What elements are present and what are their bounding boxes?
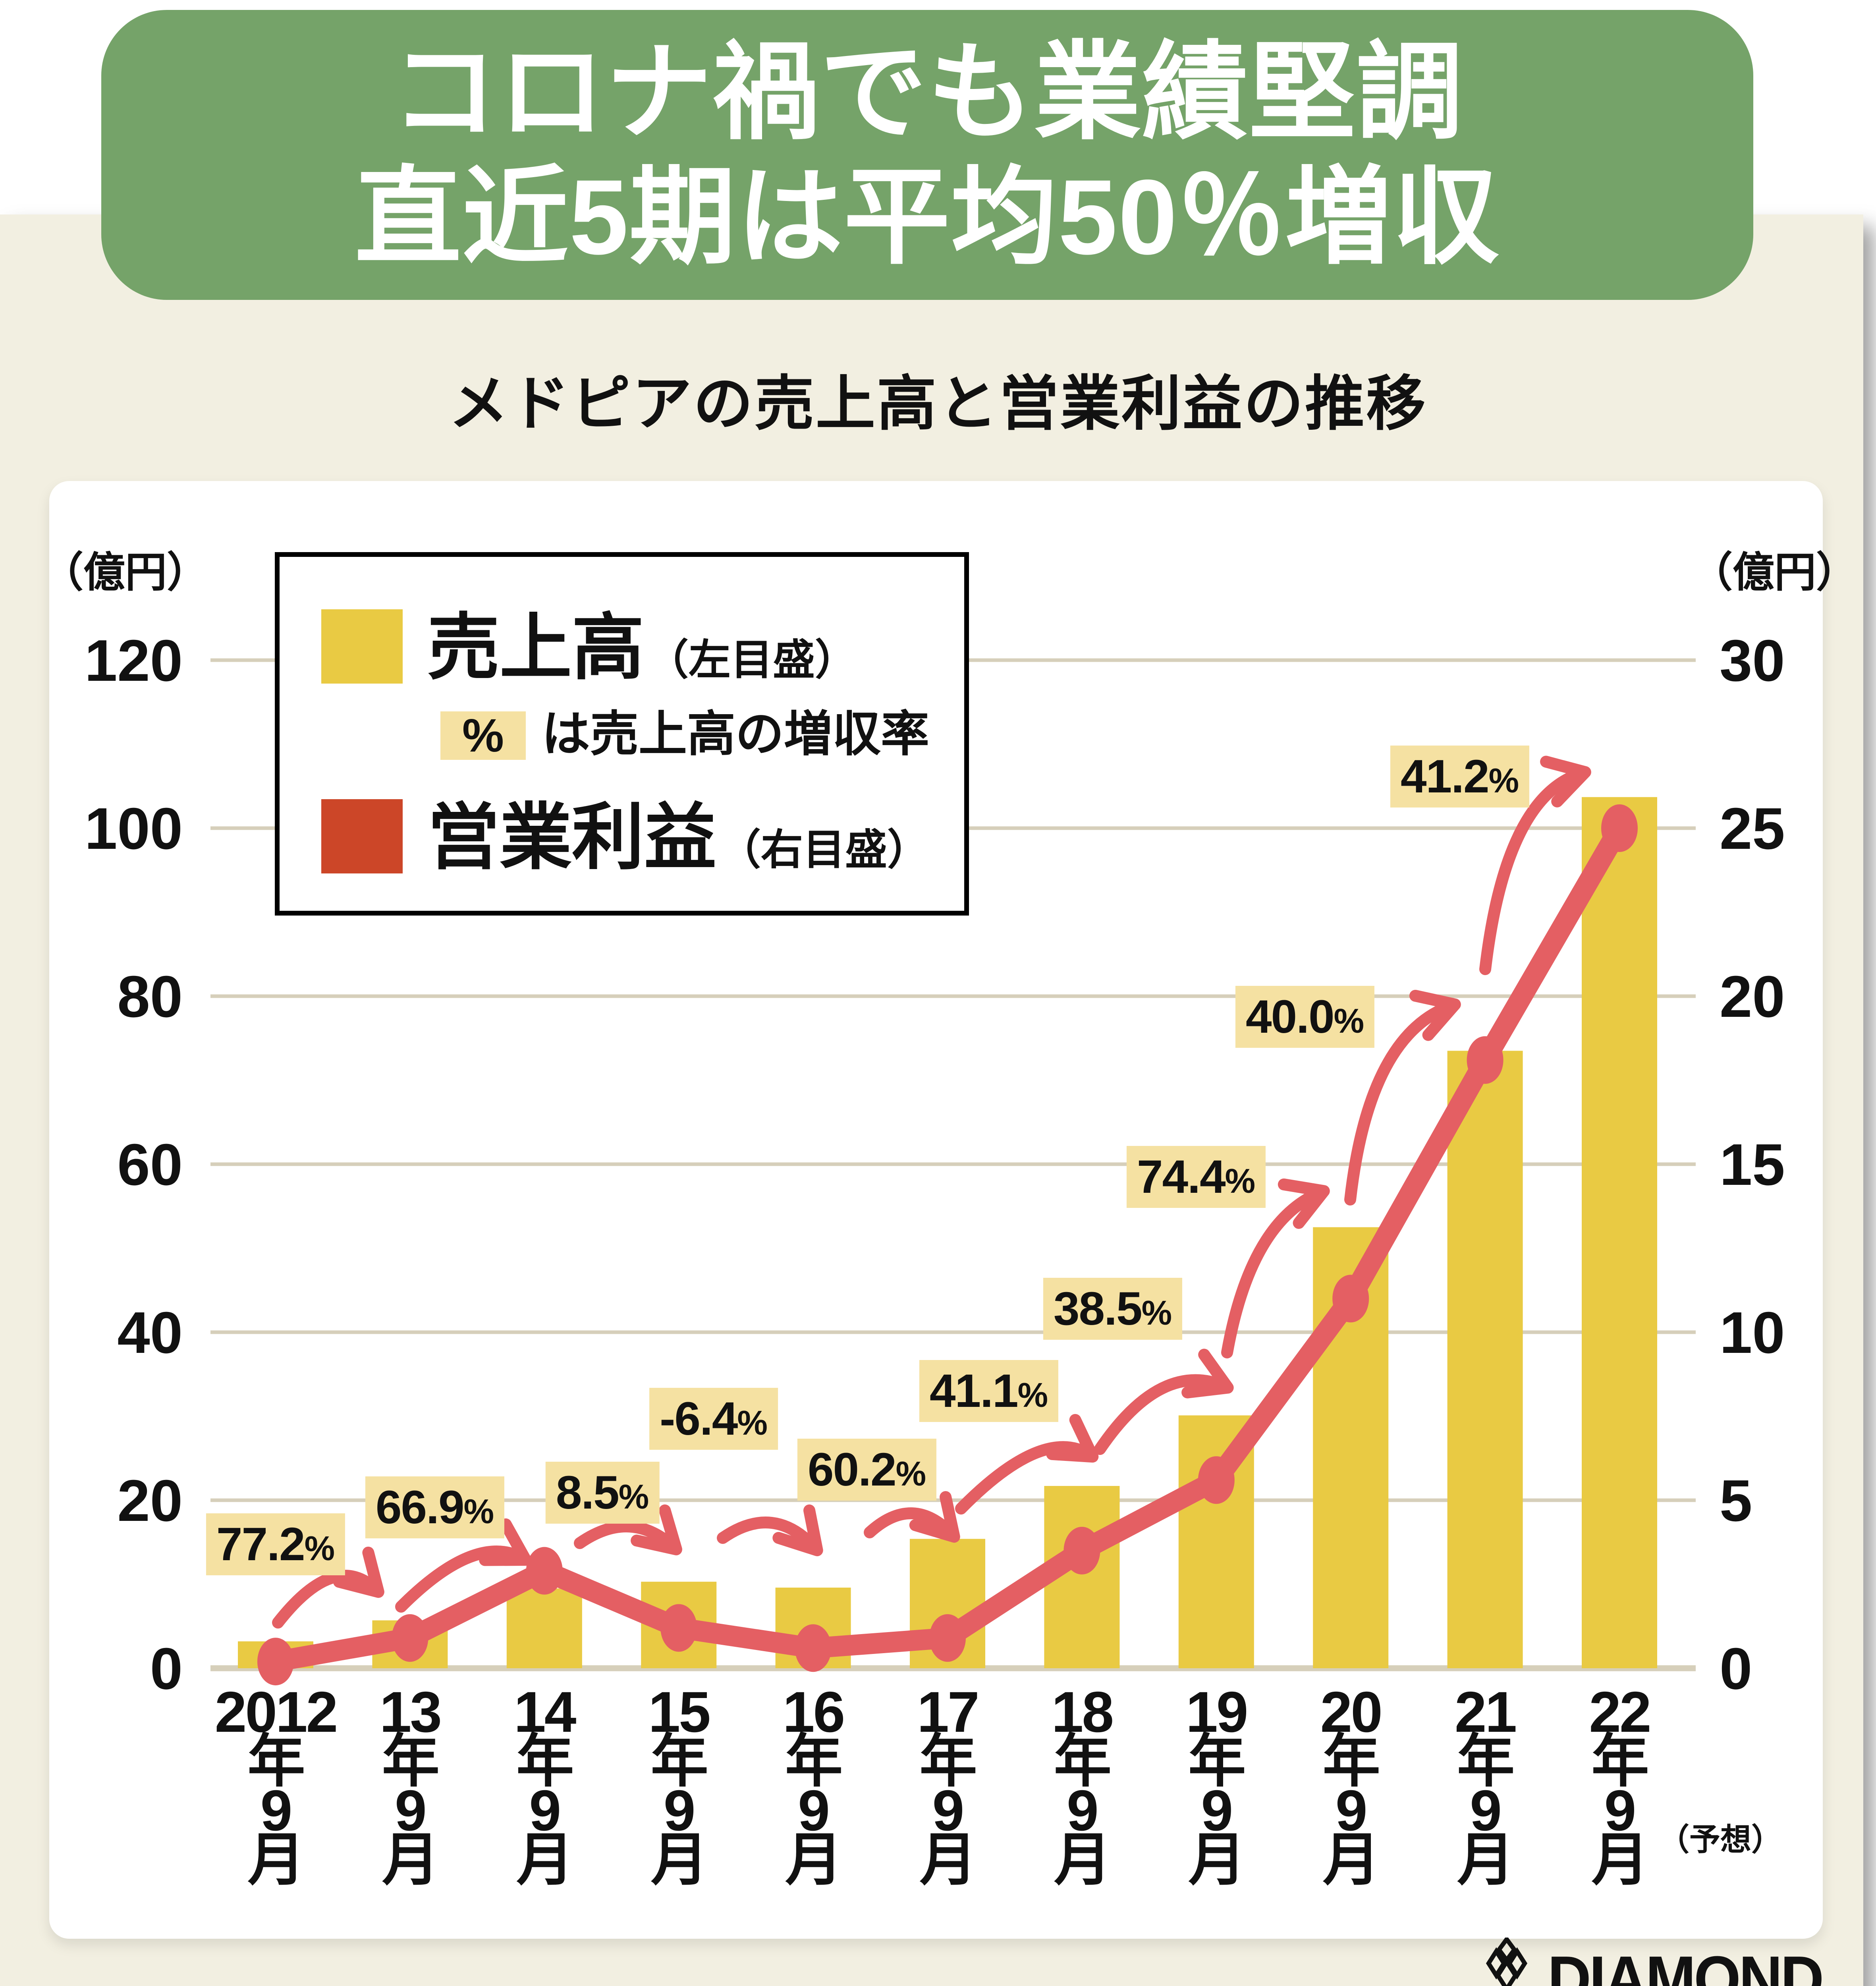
forecast-note: （予想） [1658,1822,1783,1857]
percent-swatch: % [440,711,526,760]
left-axis-unit: （億円） [41,549,209,596]
headline-line1: コロナ禍でも業績堅調 [391,33,1463,152]
revenue-swatch [321,609,403,684]
profit-swatch [321,799,403,873]
diamond-logo-mark [1486,1938,1528,1986]
profit-scale-note: （右目盛） [719,827,929,873]
diamond-logo-text: DIAMOND [1548,1942,1824,1986]
right-axis-unit: （億円） [1691,549,1858,596]
revenue-scale-note: （左目盛） [647,637,857,684]
chart-title: メドピアの売上高と営業利益の推移 [448,370,1427,437]
legend-row-percent: % は売上高の増収率 [440,710,929,760]
headline-line2: 直近5期は平均50％増収 [355,157,1500,276]
profit-label: 営業利益 [427,797,716,878]
headline-banner: コロナ禍でも業績堅調 直近5期は平均50％増収 [101,10,1753,300]
legend-row-revenue: 売上高 （左目盛） [321,609,857,684]
chart-legend: 売上高 （左目盛） % は売上高の増収率 営業利益 （右目盛） [275,552,969,916]
percent-note: は売上高の増収率 [542,707,929,761]
diamond-logo: DIAMOND [1479,1938,1824,1986]
revenue-label: 売上高 [427,607,644,688]
legend-row-profit: 営業利益 （右目盛） [321,799,929,873]
